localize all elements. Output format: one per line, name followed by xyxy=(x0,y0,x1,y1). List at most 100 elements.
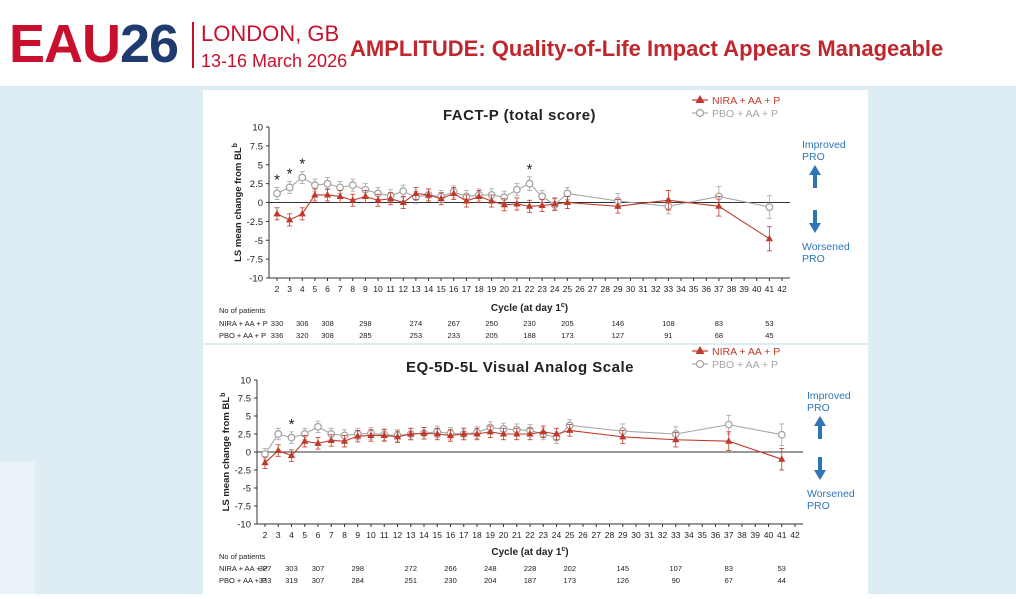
x-tick-label: 39 xyxy=(739,284,749,294)
data-point-nira xyxy=(367,431,375,438)
patients-count: 45 xyxy=(765,331,773,340)
data-point-pbo xyxy=(512,185,521,194)
x-tick-label: 8 xyxy=(350,284,355,294)
congress-dates: 13-16 March 2026 xyxy=(201,51,348,71)
y-axis-label-sup: b xyxy=(220,393,227,397)
y-tick-label: -5 xyxy=(243,484,251,495)
worsened-label: Worsened xyxy=(807,488,855,500)
data-point-nira xyxy=(765,234,773,242)
significance-marker: * xyxy=(287,165,293,182)
data-point-nira xyxy=(298,209,306,217)
legend-label-1: PBO + AA + P xyxy=(712,108,778,120)
legend-marker-nira xyxy=(695,95,705,103)
x-tick-label: 41 xyxy=(777,530,787,540)
y-tick-label: -10 xyxy=(237,520,251,531)
data-point-pbo xyxy=(287,433,296,442)
legend-label-0: NIRA + AA + P xyxy=(712,95,780,107)
patients-count: 205 xyxy=(485,331,498,340)
x-axis-label-sup: c xyxy=(561,546,565,553)
x-tick-label: 16 xyxy=(449,284,459,294)
x-tick-label: 4 xyxy=(289,530,294,540)
x-tick-label: 12 xyxy=(399,284,409,294)
data-point-nira xyxy=(274,446,282,454)
x-tick-label: 32 xyxy=(651,284,661,294)
x-tick-label: 2 xyxy=(263,530,268,540)
x-tick-label: 2 xyxy=(275,284,280,294)
data-point-pbo xyxy=(314,422,322,431)
eq5d-chart: EQ-5D-5L Visual Analog Scale NIRA + AA + … xyxy=(219,346,855,585)
x-tick-label: 3 xyxy=(287,284,292,294)
x-tick-label: 31 xyxy=(638,284,648,294)
up-arrow-icon xyxy=(814,416,826,439)
legend-marker-nira xyxy=(695,346,705,354)
data-point-nira xyxy=(437,194,445,202)
legend-label-1: PBO + AA + P xyxy=(712,359,778,371)
x-tick-label: 24 xyxy=(550,284,560,294)
data-point-pbo xyxy=(348,181,357,190)
data-point-nira xyxy=(486,427,494,435)
data-point-nira xyxy=(715,202,723,209)
x-tick-label: 30 xyxy=(626,284,636,294)
data-point-pbo xyxy=(323,179,332,188)
patients-count: 188 xyxy=(523,331,536,340)
y-tick-label: -5 xyxy=(255,236,263,247)
x-tick-label: 9 xyxy=(363,284,368,294)
x-tick-label: 19 xyxy=(486,530,496,540)
y-tick-label: 5 xyxy=(246,412,251,423)
x-tick-label: 13 xyxy=(411,284,421,294)
series-nira xyxy=(273,187,773,252)
patients-count: 230 xyxy=(444,576,457,585)
x-axis-label-end: ) xyxy=(565,547,568,558)
x-tick-label: 27 xyxy=(592,530,602,540)
patients-count: 126 xyxy=(616,576,629,585)
x-tick-label: 29 xyxy=(618,530,628,540)
x-tick-label: 26 xyxy=(575,284,585,294)
data-point-nira xyxy=(725,437,733,444)
worsened-label-pro: PRO xyxy=(802,253,825,265)
patients-count: 83 xyxy=(725,564,733,573)
x-tick-label: 40 xyxy=(764,530,774,540)
patients-row-label: PBO + AA + P xyxy=(219,331,266,340)
significance-marker: * xyxy=(299,156,305,173)
x-tick-label: 15 xyxy=(433,530,443,540)
patients-count: 303 xyxy=(285,564,298,573)
data-point-nira xyxy=(499,430,508,437)
x-tick-label: 19 xyxy=(487,284,497,294)
x-tick-label: 36 xyxy=(711,530,721,540)
patients-heading: No of patients xyxy=(219,552,266,561)
x-tick-label: 30 xyxy=(631,530,641,540)
patients-count: 173 xyxy=(563,576,576,585)
patients-count: 274 xyxy=(410,319,423,328)
patients-count: 306 xyxy=(296,319,309,328)
data-point-pbo xyxy=(563,189,572,198)
data-point-nira xyxy=(349,196,357,203)
x-tick-label: 9 xyxy=(355,530,360,540)
x-tick-label: 32 xyxy=(658,530,668,540)
x-tick-label: 16 xyxy=(446,530,456,540)
improved-label: Improved xyxy=(802,139,846,151)
y-tick-label: -7.5 xyxy=(247,255,263,266)
patients-count: 204 xyxy=(484,576,497,585)
x-tick-label: 15 xyxy=(436,284,446,294)
patients-count: 146 xyxy=(612,319,625,328)
patients-count: 173 xyxy=(561,331,574,340)
patients-count: 333 xyxy=(259,576,272,585)
patients-count: 91 xyxy=(664,331,672,340)
x-tick-label: 40 xyxy=(752,284,762,294)
series-line xyxy=(264,429,782,464)
logo-divider xyxy=(192,22,194,68)
patients-count: 90 xyxy=(672,576,680,585)
patients-count: 248 xyxy=(484,564,497,573)
patients-count: 298 xyxy=(351,564,364,573)
data-point-nira xyxy=(526,430,534,437)
x-tick-label: 38 xyxy=(737,530,747,540)
legend-marker-pbo xyxy=(695,108,705,118)
x-tick-label: 14 xyxy=(419,530,429,540)
data-point-nira xyxy=(460,430,468,437)
patients-count: 44 xyxy=(778,576,786,585)
data-point-nira xyxy=(420,429,428,436)
data-point-nira xyxy=(563,198,571,205)
x-tick-label: 34 xyxy=(676,284,686,294)
